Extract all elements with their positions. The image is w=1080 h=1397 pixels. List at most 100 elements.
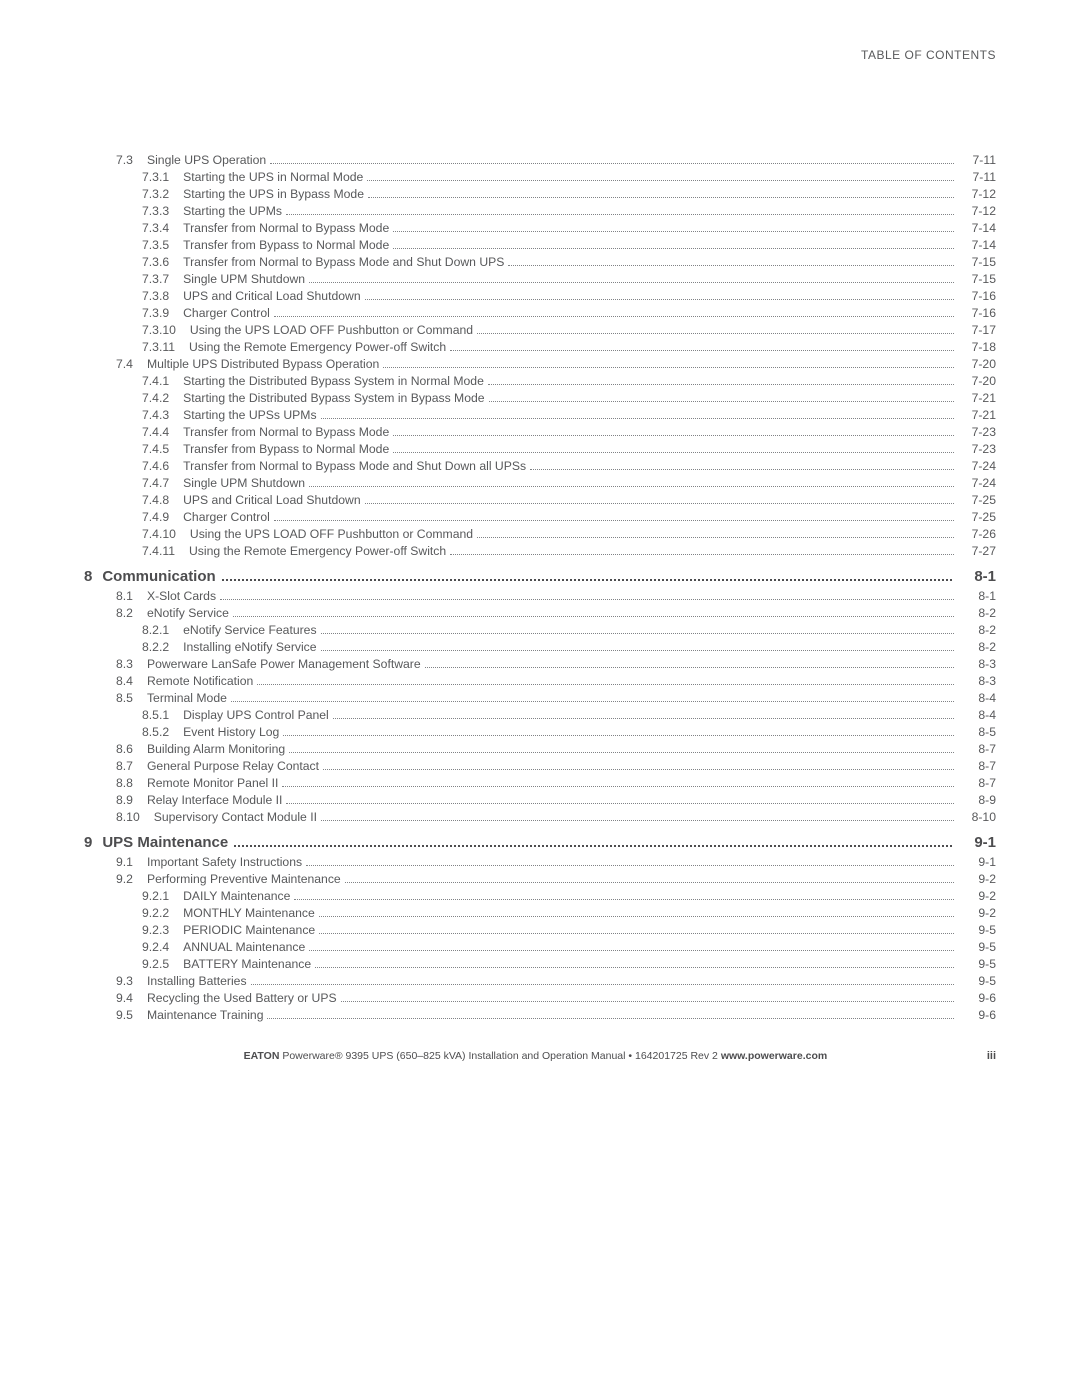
toc-row: 9.5Maintenance Training9-6 bbox=[116, 1009, 996, 1021]
toc-entry-number: 8.3 bbox=[116, 658, 133, 670]
toc-entry-number: 7.4.11 bbox=[142, 545, 175, 557]
toc-entry-title: Installing Batteries bbox=[147, 975, 247, 987]
toc-leader bbox=[530, 469, 954, 470]
toc-leader bbox=[231, 701, 954, 702]
toc-entry-number: 8.2.1 bbox=[142, 624, 169, 636]
toc-row: 8.2eNotify Service8-2 bbox=[116, 607, 996, 619]
toc-entry-title: Starting the Distributed Bypass System i… bbox=[183, 392, 484, 404]
toc-entry-page: 8-3 bbox=[958, 675, 996, 687]
toc-entry-page: 7-11 bbox=[958, 154, 996, 166]
toc-leader bbox=[319, 916, 954, 917]
toc-row: 8.10Supervisory Contact Module II8-10 bbox=[116, 811, 996, 823]
toc-entry-page: 7-25 bbox=[958, 511, 996, 523]
toc-chapter-title: Communication bbox=[102, 569, 215, 584]
toc-entry-page: 7-15 bbox=[958, 273, 996, 285]
toc-entry-title: PERIODIC Maintenance bbox=[183, 924, 315, 936]
toc-entry-title: Charger Control bbox=[183, 511, 270, 523]
toc-entry-page: 8-2 bbox=[958, 641, 996, 653]
toc-leader bbox=[393, 452, 954, 453]
toc-entry-title: Supervisory Contact Module II bbox=[154, 811, 317, 823]
toc-entry-title: Starting the UPSs UPMs bbox=[183, 409, 316, 421]
toc-leader bbox=[257, 684, 954, 685]
toc-entry-title: eNotify Service Features bbox=[183, 624, 316, 636]
toc-entry-page: 7-26 bbox=[958, 528, 996, 540]
toc-entry-number: 9.2.5 bbox=[142, 958, 169, 970]
toc-row: 9.2.5BATTERY Maintenance9-5 bbox=[142, 958, 996, 970]
toc-entry-number: 9.2.1 bbox=[142, 890, 169, 902]
toc-row: 8.2.2Installing eNotify Service8-2 bbox=[142, 641, 996, 653]
toc-leader bbox=[220, 599, 954, 600]
toc-row: 7.4.7Single UPM Shutdown7-24 bbox=[142, 477, 996, 489]
toc-entry-page: 7-16 bbox=[958, 307, 996, 319]
toc-entry-title: Recycling the Used Battery or UPS bbox=[147, 992, 337, 1004]
toc-entry-title: Multiple UPS Distributed Bypass Operatio… bbox=[147, 358, 379, 370]
toc-entry-number: 7.3.1 bbox=[142, 171, 169, 183]
toc-chapter-page: 9-1 bbox=[958, 835, 996, 850]
toc-entry-page: 9-2 bbox=[958, 907, 996, 919]
toc-entry-number: 9.2.2 bbox=[142, 907, 169, 919]
toc-entry-page: 7-14 bbox=[958, 222, 996, 234]
footer-url: www.powerware.com bbox=[721, 1050, 827, 1062]
toc-row: 9.1Important Safety Instructions9-1 bbox=[116, 856, 996, 868]
toc-row: 8.6Building Alarm Monitoring8-7 bbox=[116, 743, 996, 755]
toc-entry-page: 8-9 bbox=[958, 794, 996, 806]
toc-leader bbox=[477, 333, 954, 334]
toc-entry-title: ANNUAL Maintenance bbox=[183, 941, 305, 953]
footer-product: Powerware® 9395 UPS (650–825 kVA) Instal… bbox=[279, 1050, 720, 1062]
toc-row: 9.2.3PERIODIC Maintenance9-5 bbox=[142, 924, 996, 936]
toc-entry-page: 7-20 bbox=[958, 358, 996, 370]
toc-leader bbox=[488, 384, 954, 385]
toc-entry-page: 8-4 bbox=[958, 709, 996, 721]
toc-entry-number: 8.7 bbox=[116, 760, 133, 772]
toc-chapter-number: 9 bbox=[84, 835, 92, 850]
toc-entry-number: 9.2.3 bbox=[142, 924, 169, 936]
toc-leader bbox=[345, 882, 954, 883]
table-of-contents: 7.3Single UPS Operation7-117.3.1Starting… bbox=[84, 154, 996, 1022]
toc-entry-number: 9.4 bbox=[116, 992, 133, 1004]
toc-row: 9.2Performing Preventive Maintenance9-2 bbox=[116, 873, 996, 885]
toc-row: 8.5.2Event History Log8-5 bbox=[142, 726, 996, 738]
toc-entry-number: 9.3 bbox=[116, 975, 133, 987]
toc-entry-title: BATTERY Maintenance bbox=[183, 958, 311, 970]
toc-row: 7.3.2Starting the UPS in Bypass Mode7-12 bbox=[142, 188, 996, 200]
toc-row: 7.4.9Charger Control7-25 bbox=[142, 511, 996, 523]
toc-entry-number: 8.9 bbox=[116, 794, 133, 806]
toc-entry-title: Single UPM Shutdown bbox=[183, 477, 305, 489]
toc-chapter-page: 8-1 bbox=[958, 569, 996, 584]
toc-row: 8.1X-Slot Cards8-1 bbox=[116, 590, 996, 602]
toc-leader bbox=[274, 520, 954, 521]
toc-entry-page: 8-7 bbox=[958, 743, 996, 755]
footer-page-number: iii bbox=[987, 1050, 996, 1062]
toc-entry-number: 8.2.2 bbox=[142, 641, 169, 653]
toc-entry-number: 7.4.8 bbox=[142, 494, 169, 506]
toc-entry-page: 7-25 bbox=[958, 494, 996, 506]
toc-entry-number: 7.4 bbox=[116, 358, 133, 370]
toc-leader bbox=[393, 231, 954, 232]
toc-row: 7.3.1Starting the UPS in Normal Mode7-11 bbox=[142, 171, 996, 183]
toc-entry-title: MONTHLY Maintenance bbox=[183, 907, 315, 919]
toc-leader bbox=[274, 316, 954, 317]
toc-entry-title: Building Alarm Monitoring bbox=[147, 743, 285, 755]
footer-text: EATON Powerware® 9395 UPS (650–825 kVA) … bbox=[84, 1050, 987, 1062]
toc-leader bbox=[321, 650, 954, 651]
toc-entry-page: 8-2 bbox=[958, 607, 996, 619]
toc-entry-number: 7.3.10 bbox=[142, 324, 176, 336]
toc-entry-title: General Purpose Relay Contact bbox=[147, 760, 319, 772]
toc-leader bbox=[286, 803, 954, 804]
toc-leader bbox=[367, 180, 954, 181]
toc-entry-title: Remote Notification bbox=[147, 675, 253, 687]
toc-row: 8.3 Powerware LanSafe Power Management So… bbox=[116, 658, 996, 670]
toc-entry-page: 7-23 bbox=[958, 426, 996, 438]
toc-entry-title: Powerware LanSafe Power Management Softw… bbox=[147, 658, 421, 670]
toc-entry-page: 7-18 bbox=[958, 341, 996, 353]
toc-entry-title: Important Safety Instructions bbox=[147, 856, 302, 868]
toc-entry-title: Display UPS Control Panel bbox=[183, 709, 329, 721]
toc-row: 8.9Relay Interface Module II8-9 bbox=[116, 794, 996, 806]
toc-leader bbox=[365, 299, 954, 300]
toc-entry-page: 9-6 bbox=[958, 1009, 996, 1021]
toc-entry-number: 7.4.2 bbox=[142, 392, 169, 404]
toc-entry-number: 7.3.9 bbox=[142, 307, 169, 319]
toc-entry-number: 8.5.1 bbox=[142, 709, 169, 721]
toc-entry-number: 8.1 bbox=[116, 590, 133, 602]
toc-entry-page: 7-16 bbox=[958, 290, 996, 302]
